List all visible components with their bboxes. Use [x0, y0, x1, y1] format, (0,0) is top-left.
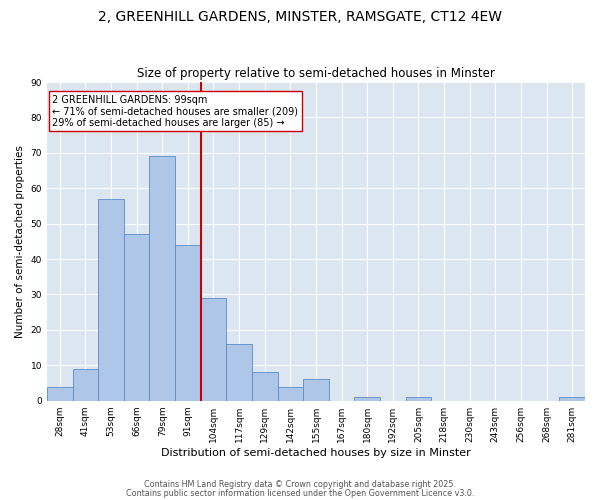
- Title: Size of property relative to semi-detached houses in Minster: Size of property relative to semi-detach…: [137, 66, 495, 80]
- Bar: [252, 372, 278, 400]
- Text: 2 GREENHILL GARDENS: 99sqm
← 71% of semi-detached houses are smaller (209)
29% o: 2 GREENHILL GARDENS: 99sqm ← 71% of semi…: [52, 95, 298, 128]
- Bar: [124, 234, 149, 400]
- Text: Contains public sector information licensed under the Open Government Licence v3: Contains public sector information licen…: [126, 488, 474, 498]
- Y-axis label: Number of semi-detached properties: Number of semi-detached properties: [15, 145, 25, 338]
- Bar: [200, 298, 226, 400]
- Bar: [175, 245, 200, 400]
- Bar: [98, 199, 124, 400]
- Bar: [355, 397, 380, 400]
- Bar: [47, 386, 73, 400]
- Bar: [559, 397, 585, 400]
- Text: Contains HM Land Registry data © Crown copyright and database right 2025.: Contains HM Land Registry data © Crown c…: [144, 480, 456, 489]
- X-axis label: Distribution of semi-detached houses by size in Minster: Distribution of semi-detached houses by …: [161, 448, 471, 458]
- Bar: [278, 386, 303, 400]
- Bar: [149, 156, 175, 400]
- Bar: [303, 380, 329, 400]
- Bar: [73, 369, 98, 400]
- Bar: [406, 397, 431, 400]
- Text: 2, GREENHILL GARDENS, MINSTER, RAMSGATE, CT12 4EW: 2, GREENHILL GARDENS, MINSTER, RAMSGATE,…: [98, 10, 502, 24]
- Bar: [226, 344, 252, 401]
